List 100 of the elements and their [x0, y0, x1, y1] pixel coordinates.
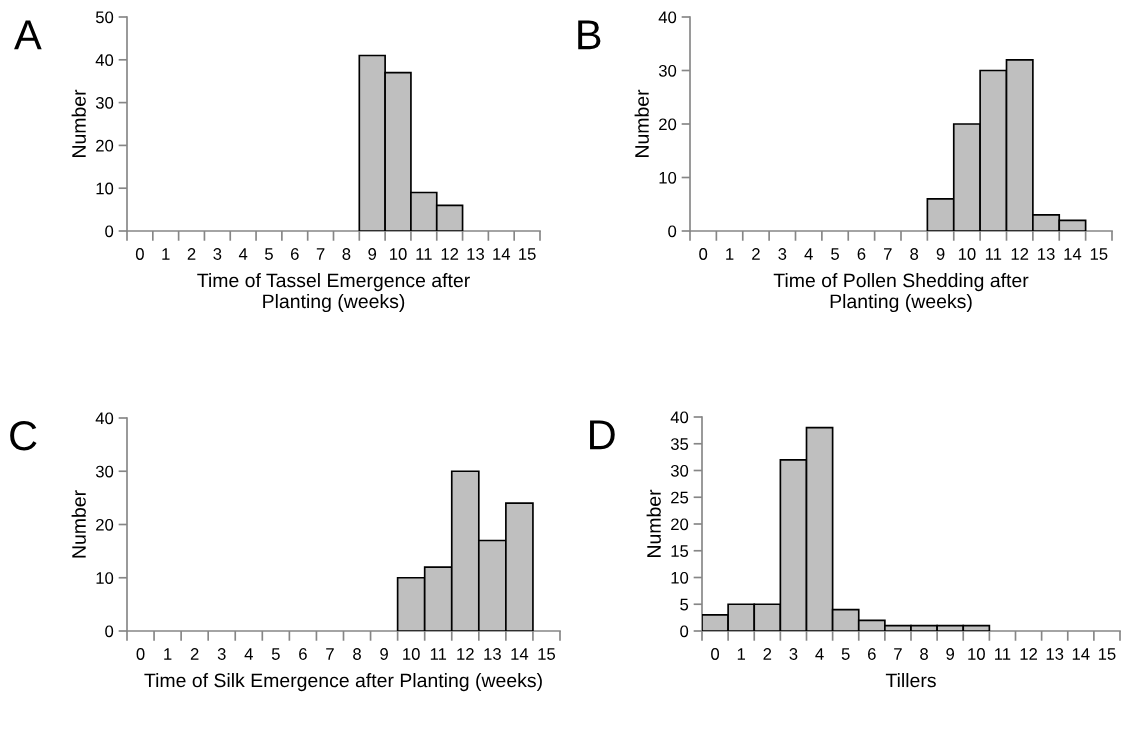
x-tick-label: 8 [353, 648, 361, 660]
y-tick-label: 25 [671, 491, 689, 504]
x-tick-label: 5 [841, 648, 850, 660]
x-tick-label: 14 [493, 248, 511, 260]
x-tick-label: 15 [1090, 248, 1108, 260]
x-tick-label: 11 [995, 648, 1011, 660]
x-tick-label: 8 [342, 248, 351, 260]
x-tick-label: 0 [711, 648, 720, 660]
y-tick-label: 30 [95, 97, 114, 109]
y-tick-label: 40 [658, 11, 677, 24]
y-tick-label: 20 [659, 118, 677, 131]
x-tick-label: 10 [403, 648, 420, 660]
y-axis-title: Number [71, 89, 86, 157]
y-tick-label: 40 [95, 412, 114, 425]
y-tick-label: 0 [105, 625, 114, 638]
x-tick-label: 14 [1072, 648, 1090, 660]
x-tick-label: 3 [778, 248, 787, 260]
y-tick-label: 20 [96, 518, 114, 531]
x-tick-label: 12 [1020, 648, 1037, 660]
x-tick-label: 6 [290, 248, 299, 260]
y-tick-label: 30 [658, 64, 677, 77]
x-tick-label: 0 [136, 648, 145, 660]
x-tick-label: 13 [467, 248, 485, 260]
y-axis-title: Number [646, 489, 661, 557]
x-tick-label: 11 [416, 248, 432, 260]
x-tick-label: 2 [187, 248, 196, 260]
x-tick-label: 15 [538, 648, 556, 660]
x-tick-label: 14 [1064, 248, 1082, 260]
y-tick-label: 10 [671, 571, 689, 584]
x-tick-label: 6 [857, 248, 866, 260]
x-tick-label: 12 [441, 248, 459, 260]
y-tick-label: 40 [95, 54, 114, 66]
y-tick-label: 30 [670, 464, 689, 477]
x-tick-label: 7 [894, 648, 902, 660]
x-tick-label: 9 [380, 648, 388, 660]
x-tick-label: 2 [190, 648, 199, 660]
x-axis-title: Time of Silk Emergence after Planting (weeks) [144, 673, 542, 692]
x-tick-label: 13 [1046, 648, 1064, 660]
x-tick-label: 0 [699, 248, 708, 260]
x-tick-label: 4 [244, 648, 253, 660]
y-tick-label: 20 [96, 139, 114, 152]
x-tick-label: 3 [789, 648, 798, 660]
x-tick-label: 6 [868, 648, 876, 660]
x-tick-label: 13 [484, 648, 501, 660]
y-tick-label: 10 [659, 171, 677, 184]
x-tick-label: 10 [958, 248, 976, 260]
x-tick-label: 9 [946, 648, 955, 660]
x-axis-title: Tillers [885, 673, 936, 688]
x-tick-label: 9 [368, 248, 377, 260]
x-axis-title: Time of Pollen Shedding after Planting (weeks) [773, 273, 1029, 313]
x-tick-label: 3 [217, 648, 226, 660]
x-tick-label: 0 [135, 248, 144, 260]
text: A [14, 20, 42, 50]
x-tick-label: 11 [430, 648, 447, 660]
x-tick-label: 8 [910, 248, 919, 260]
x-tick-label: 4 [815, 648, 824, 660]
y-tick-label: 15 [671, 545, 689, 557]
y-tick-label: 10 [96, 572, 114, 584]
x-tick-label: 3 [213, 248, 222, 260]
y-tick-label: 40 [670, 411, 689, 424]
y-tick-label: 30 [95, 465, 114, 478]
x-tick-label: 4 [804, 248, 813, 260]
x-tick-label: 10 [390, 248, 407, 260]
x-tick-label: 6 [299, 648, 307, 660]
y-tick-label: 50 [95, 11, 114, 24]
x-tick-label: 7 [884, 248, 892, 260]
y-tick-label: 5 [680, 598, 689, 611]
x-tick-label: 14 [511, 648, 529, 660]
text: C [10, 420, 37, 451]
x-tick-label: 1 [737, 648, 746, 660]
x-tick-label: 1 [164, 648, 172, 660]
x-tick-label: 10 [968, 648, 985, 660]
x-tick-label: 1 [162, 248, 170, 260]
x-tick-label: 5 [271, 648, 280, 660]
y-tick-label: 0 [105, 225, 114, 238]
text: D [590, 420, 615, 450]
x-tick-label: 9 [936, 248, 945, 260]
x-tick-label: 7 [316, 248, 325, 260]
x-tick-label: 15 [1098, 648, 1116, 660]
x-tick-label: 4 [238, 248, 248, 260]
y-tick-label: 0 [668, 225, 677, 238]
x-tick-label: 11 [985, 248, 1002, 260]
x-axis-title: Time of Tassel Emergence after Planting (weeks) [197, 273, 470, 313]
y-tick-label: 0 [680, 625, 689, 638]
x-tick-label: 7 [326, 648, 334, 660]
y-axis-title: Number [634, 89, 649, 157]
x-tick-label: 15 [519, 248, 536, 260]
x-tick-label: 1 [726, 248, 734, 260]
x-tick-label: 2 [763, 648, 772, 660]
x-tick-label: 12 [457, 648, 474, 660]
y-tick-label: 35 [670, 438, 689, 450]
x-tick-label: 12 [1011, 248, 1029, 260]
text: B [578, 20, 601, 50]
y-axis-title: Number [71, 490, 86, 558]
x-tick-label: 2 [752, 248, 760, 260]
x-tick-label: 8 [920, 648, 928, 660]
y-tick-label: 10 [96, 182, 114, 195]
x-tick-label: 5 [831, 248, 839, 260]
x-tick-label: 13 [1038, 248, 1055, 260]
x-tick-label: 5 [265, 248, 273, 260]
